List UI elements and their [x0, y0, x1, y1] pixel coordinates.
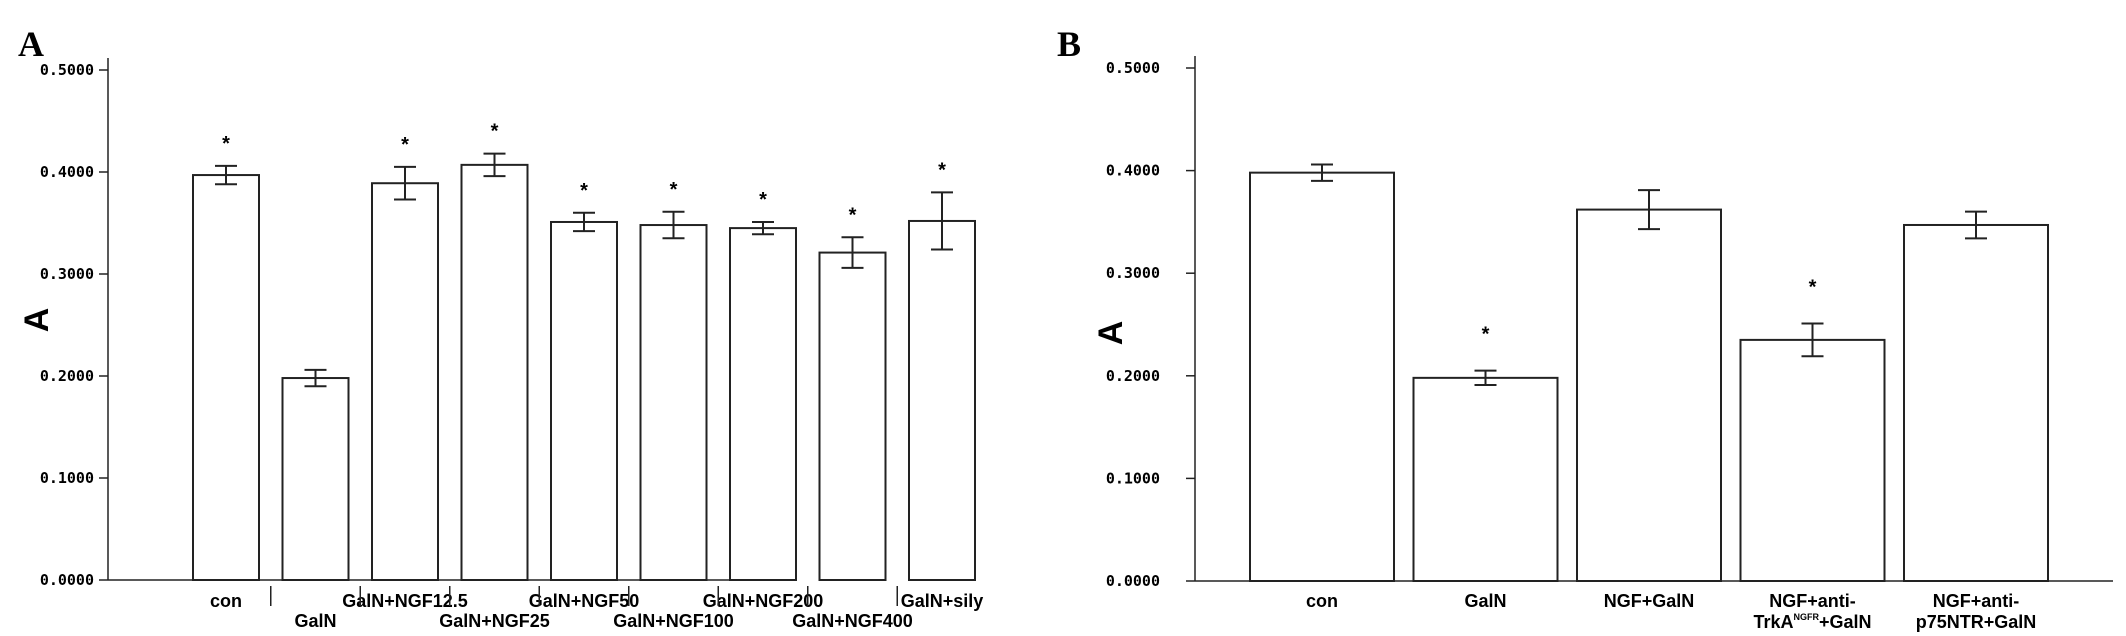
panel-a-y-tick-label: 0.0000 [40, 571, 94, 589]
panel-a-bar [281, 377, 350, 582]
panel-a-bar [818, 251, 887, 582]
panel-b-x-tick-label: GalN [1464, 591, 1506, 611]
panel-b-significance-star: * [1482, 324, 1490, 346]
panel-a-x-tick-label: GalN+NGF50 [529, 591, 640, 611]
panel-a-y-tick-label: 0.1000 [40, 469, 94, 487]
panel-a-y-tick-label: 0.3000 [40, 265, 94, 283]
panel-a-bar [550, 220, 618, 581]
panel-a-significance-star: * [759, 189, 767, 211]
panel-b-chart: 0.0000 0.1000 0.2000 0.3000 0.4000 0.5000 Acon… [1092, 56, 2113, 632]
panel-a-significance-star: * [491, 121, 499, 143]
panel-a-x-tick-label: GalN+NGF200 [703, 591, 824, 611]
panel-a-significance-star: * [401, 134, 409, 156]
panel-b-y-tick-label: 0.0000 [1106, 572, 1160, 590]
panel-b-bar [1739, 338, 1886, 583]
panel-a-letter: A [18, 24, 44, 64]
panel-a-bar [729, 227, 797, 581]
panel-a-x-tick-label: GalN+NGF400 [792, 611, 913, 631]
panel-b-bar [1576, 208, 1722, 582]
panel-b-y-tick-label: 0.3000 [1106, 264, 1160, 282]
panel-b-x-tick-label: p75NTR+GalN [1916, 612, 2037, 632]
panel-a-bar [371, 182, 439, 581]
panel-b-x-tick-label: NGF+GalN [1604, 591, 1695, 611]
panel-a-x-tick-label: GalN+sily [901, 591, 984, 611]
panel-a-bar [639, 224, 708, 581]
panel-b-y-tick-label: 0.1000 [1106, 469, 1160, 487]
panel-a-significance-star: * [670, 179, 678, 201]
panel-a-x-tick-label: GalN+NGF25 [439, 611, 550, 631]
panel-a-significance-star: * [849, 204, 857, 226]
panel-a-y-tick-label: 0.4000 [40, 163, 94, 181]
panel-b-y-tick-label: 0.4000 [1106, 162, 1160, 180]
panel-b-bar [1412, 376, 1559, 582]
panel-a-significance-star: * [938, 159, 946, 181]
panel-b-x-tick-label: TrkANGFR+GalN [1753, 612, 1871, 632]
panel-a-bar [192, 174, 260, 581]
panel-b-letter: B [1057, 24, 1081, 64]
panel-a-x-tick-label: GalN+NGF100 [613, 611, 734, 631]
panel-a-x-tick-label: GalN+NGF12.5 [342, 591, 468, 611]
panel-a-y-axis-label: A [18, 308, 56, 333]
panel-b-bar [1249, 171, 1395, 582]
panel-a-y-tick-label: 0.5000 [40, 61, 94, 79]
panel-b-y-axis-label: A [1092, 321, 1130, 346]
panel-a-bar [908, 219, 976, 582]
panel-a-significance-star: * [222, 133, 230, 155]
panel-a-x-tick-label: con [210, 591, 242, 611]
panel-a-chart: 0.0000 0.1000 0.2000 0.3000 0.4000 0.5000 A * co… [18, 58, 983, 631]
panel-b-bar [1903, 223, 2049, 582]
panel-b-x-tick-label: NGF+anti- [1769, 591, 1856, 611]
panel-b-significance-star: * [1809, 276, 1817, 298]
panel-b-y-tick-label: 0.2000 [1106, 367, 1160, 385]
panel-b-x-tick-label: NGF+anti- [1933, 591, 2020, 611]
panel-a-y-tick-label: 0.2000 [40, 367, 94, 385]
panel-a-x-tick-label: GalN [294, 611, 336, 631]
panel-a-significance-star: * [580, 180, 588, 202]
panel-a-bar [460, 163, 529, 582]
panel-b-y-tick-label: 0.5000 [1106, 59, 1160, 77]
panel-b-x-tick-label: con [1306, 591, 1338, 611]
